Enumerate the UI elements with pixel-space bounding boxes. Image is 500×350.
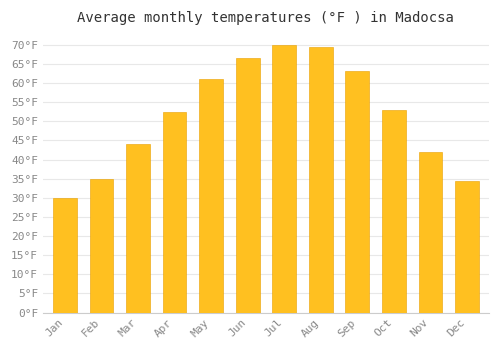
Bar bbox=[126, 144, 150, 313]
Bar bbox=[346, 71, 369, 313]
Bar bbox=[455, 181, 479, 313]
Bar bbox=[272, 45, 296, 313]
Bar bbox=[90, 178, 114, 313]
Bar bbox=[162, 112, 186, 313]
Bar bbox=[309, 47, 332, 313]
Bar bbox=[199, 79, 223, 313]
Bar bbox=[418, 152, 442, 313]
Title: Average monthly temperatures (°F ) in Madocsa: Average monthly temperatures (°F ) in Ma… bbox=[78, 11, 454, 25]
Bar bbox=[236, 58, 260, 313]
Bar bbox=[382, 110, 406, 313]
Bar bbox=[53, 198, 77, 313]
